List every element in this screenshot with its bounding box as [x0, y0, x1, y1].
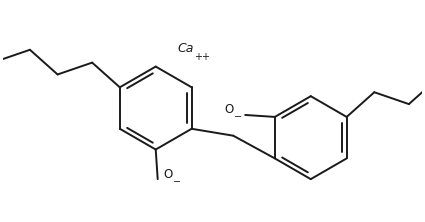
Text: Ca: Ca: [177, 42, 193, 55]
Text: −: −: [173, 177, 181, 187]
Text: −: −: [234, 112, 242, 122]
Text: ++: ++: [194, 52, 210, 62]
Text: O: O: [224, 103, 233, 116]
Text: O: O: [163, 168, 172, 181]
